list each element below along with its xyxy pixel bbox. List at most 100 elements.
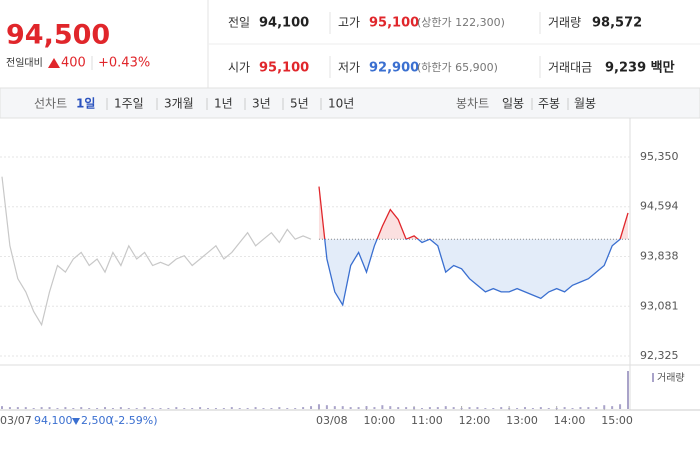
volume-bar <box>500 407 503 409</box>
volume-bar <box>436 407 439 409</box>
period-tab[interactable]: 1년 <box>214 97 233 111</box>
volume-bar <box>222 408 225 409</box>
volume-bar <box>262 408 265 409</box>
volume-bar <box>444 406 447 409</box>
volume-bar <box>191 408 194 409</box>
volume-bar <box>571 408 574 409</box>
prev-change: 2,500 <box>81 414 113 427</box>
prev-close: 94,100 <box>34 414 73 427</box>
volume-bar <box>167 408 170 409</box>
x-tick-label: 12:00 <box>459 414 491 427</box>
x-tick-label: 14:00 <box>554 414 586 427</box>
volume-bar <box>397 407 400 409</box>
volume-bar <box>214 408 217 409</box>
legend-label: 거래량 <box>657 372 685 384</box>
volume-bar <box>373 407 376 409</box>
volume-bar <box>420 408 423 409</box>
volume-bar <box>278 407 281 409</box>
period-tab[interactable]: 3개월 <box>164 97 194 111</box>
volume-bar <box>468 407 471 409</box>
tabs: 1일 1주일 3개월 1년 3년 5년 10년 일봉 주봉 월봉 <box>76 97 596 111</box>
volume-bar <box>48 407 51 409</box>
y-tick-label: 94,594 <box>640 200 679 213</box>
volume-bar <box>238 408 241 409</box>
volume-bar <box>587 407 590 409</box>
volume-bar <box>452 407 455 409</box>
volume-bar <box>563 407 566 409</box>
volume-bar <box>207 408 210 409</box>
volume-bar <box>627 371 629 409</box>
stat-note: (하한가 65,900) <box>417 60 498 74</box>
volume-bar <box>476 407 479 409</box>
volume-bar <box>104 407 107 409</box>
volume-bar <box>341 406 344 409</box>
stat-value: 95,100 <box>369 16 419 31</box>
volume-bar <box>349 407 352 409</box>
volume-bar <box>56 408 59 409</box>
volume-bar <box>310 406 313 409</box>
volume-bar <box>484 408 487 409</box>
candle-tab[interactable]: 일봉 <box>502 97 524 111</box>
x-tick-label: 11:00 <box>411 414 443 427</box>
stat-label: 고가 <box>338 16 360 30</box>
volume-bar <box>199 407 202 409</box>
volume-bar <box>88 408 91 409</box>
volume-bar <box>254 407 257 409</box>
volume-bar <box>595 407 598 409</box>
volume-bar <box>531 408 534 409</box>
legend-swatch <box>652 373 654 382</box>
stat-value: 92,900 <box>369 61 419 76</box>
y-tick-label: 95,350 <box>640 150 679 163</box>
volume-bar <box>135 408 138 409</box>
x-tick-label: 03/07 <box>0 414 32 427</box>
today-line <box>318 186 629 307</box>
volume-bar <box>230 407 233 409</box>
change: 400 <box>61 56 86 71</box>
stat-value: 9,239 백만 <box>605 60 675 76</box>
volume-bar <box>183 408 186 409</box>
volume-bar <box>159 408 162 409</box>
volume-bar <box>611 406 614 409</box>
volume-bar <box>492 408 495 409</box>
volume-bar <box>539 407 542 409</box>
up-arrow <box>48 58 60 68</box>
volume-bar <box>579 407 582 409</box>
period-tab[interactable]: 10년 <box>328 97 354 111</box>
volume-bar <box>64 407 67 409</box>
period-tab[interactable]: 1주일 <box>114 97 144 111</box>
stat-note: (상한가 122,300) <box>417 16 505 29</box>
volume-bar <box>413 407 416 409</box>
stat-label: 거래량 <box>548 16 581 30</box>
volume-bar <box>603 405 606 409</box>
tab-group-label: 봉차트 <box>456 97 489 111</box>
volume-bar <box>302 407 305 409</box>
volume-bar <box>246 408 249 409</box>
volume-bar <box>333 406 336 409</box>
period-tab[interactable]: 3년 <box>252 97 271 111</box>
volume-bar <box>286 408 289 409</box>
tab-group-label: 선차트 <box>34 97 67 111</box>
volume-bar <box>151 408 154 409</box>
x-tick-label: 15:00 <box>601 414 633 427</box>
volume-bar <box>357 407 360 409</box>
volume-bar <box>32 408 35 409</box>
x-tick-label: 13:00 <box>506 414 538 427</box>
change-pct: +0.43% <box>98 56 150 71</box>
stat-value: 95,100 <box>259 61 309 76</box>
volume-bar <box>547 408 550 409</box>
stat-label: 거래대금 <box>548 61 592 75</box>
period-tab[interactable]: 5년 <box>290 97 309 111</box>
prev-day-line <box>1 176 312 327</box>
volume-bar <box>40 407 43 409</box>
volume-bar <box>389 406 392 409</box>
volume-bar <box>508 408 511 409</box>
candle-tab[interactable]: 주봉 <box>538 97 560 111</box>
x-tick-label: 03/08 <box>316 414 348 427</box>
volume-bar <box>619 404 622 409</box>
candle-tab[interactable]: 월봉 <box>574 97 596 111</box>
volume-bar <box>127 408 130 409</box>
period-tab[interactable]: 1일 <box>76 97 95 111</box>
volume-bar <box>555 408 558 409</box>
